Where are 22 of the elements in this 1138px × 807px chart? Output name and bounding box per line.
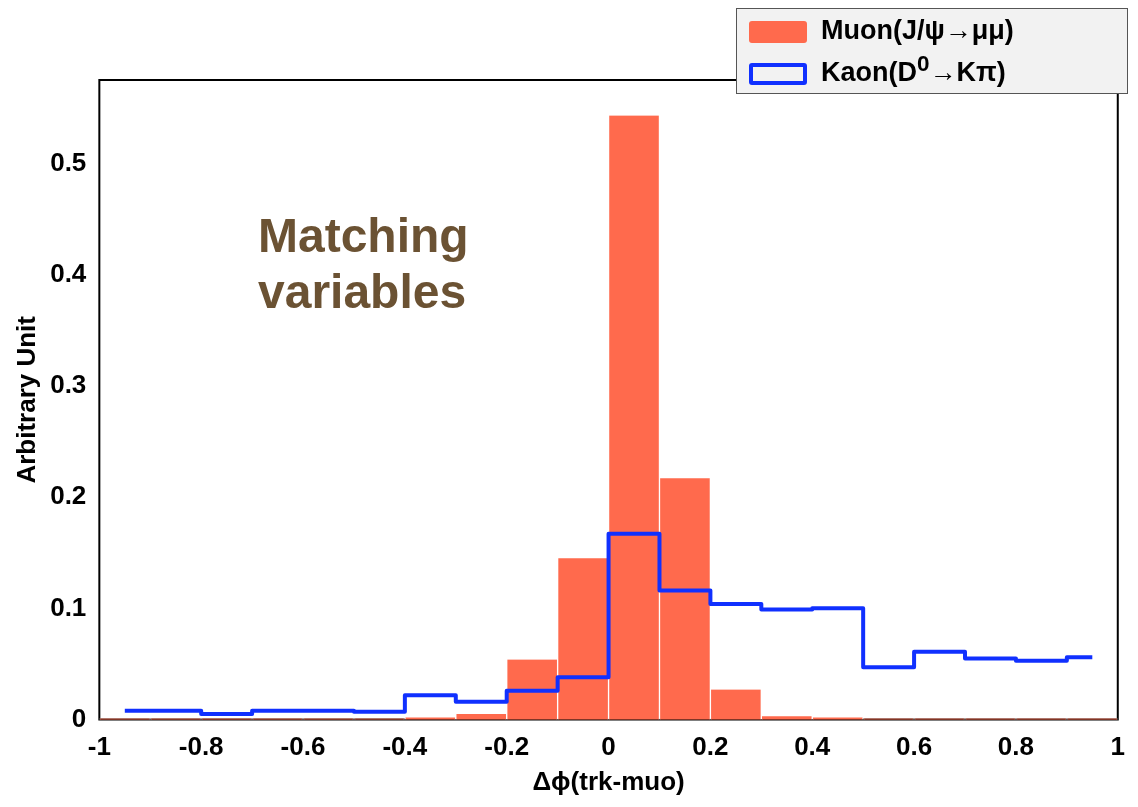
y-tick-label: 0.2 (50, 480, 87, 511)
x-tick-label: -0.8 (178, 731, 224, 762)
legend-label: Muon(J/ψ→μμ) (821, 15, 1014, 45)
x-tick-label: 0.2 (692, 731, 729, 762)
y-tick-label: 0.5 (50, 146, 87, 177)
x-tick-label: 1 (1110, 731, 1125, 762)
x-tick-label: 0 (601, 731, 616, 762)
x-tick-label: -0.4 (382, 731, 428, 762)
y-tick-label: 0.4 (50, 257, 87, 288)
x-tick-label: 0.6 (896, 731, 933, 762)
x-tick-label: -0.2 (484, 731, 530, 762)
x-axis-title: Δϕ(trk-muo) (532, 765, 685, 796)
x-tick-label: 0.8 (997, 731, 1035, 762)
y-tick-label: 0.1 (50, 591, 87, 622)
y-tick-label: 0.3 (50, 369, 87, 400)
y-tick-label: 0 (71, 702, 87, 733)
x-tick-label: -1 (87, 731, 111, 762)
legend-label: Kaon(D$^{0}$→Kπ) (821, 51, 1006, 87)
x-tick-label: -0.6 (280, 731, 326, 762)
y-axis-title: Arbitrary Unit (10, 315, 41, 484)
x-tick-label: 0.4 (794, 731, 831, 762)
annotation: Matching variables (258, 208, 470, 320)
